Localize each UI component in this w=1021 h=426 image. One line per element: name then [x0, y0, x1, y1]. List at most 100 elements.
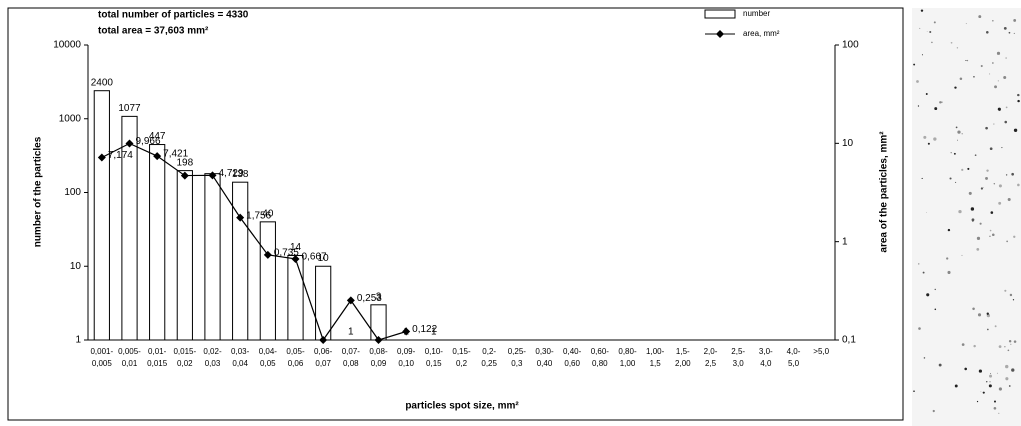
x-tick-label: 0,60-: [591, 347, 610, 356]
speckle: [931, 41, 933, 44]
x-tick-label: 3,0: [733, 359, 745, 368]
speckle: [993, 400, 997, 403]
bar: [232, 181, 249, 341]
speckle: [966, 59, 969, 62]
y-tick-label: 100: [64, 187, 81, 198]
line-marker: [236, 213, 245, 222]
x-tick-label: 1,5: [650, 359, 662, 368]
line-label: 0,667: [302, 252, 327, 263]
speckle: [929, 30, 932, 34]
y-tick-label: 1000: [59, 113, 82, 124]
speckle: [1004, 346, 1006, 348]
x-tick-label: 0,25-: [508, 347, 527, 356]
y-tick-label: 10000: [53, 40, 81, 51]
speckle: [986, 169, 989, 172]
x-tick-label: 4,0-: [787, 347, 801, 356]
line-label: 0,122: [412, 324, 437, 335]
bar: [370, 304, 387, 341]
speckle: [1011, 368, 1015, 372]
line-label: 7,421: [163, 149, 188, 160]
speckle: [1013, 128, 1018, 132]
speckle: [950, 152, 952, 154]
speckle: [1017, 183, 1020, 187]
speckle: [970, 207, 975, 211]
speckle: [992, 62, 994, 64]
speckle: [989, 147, 993, 151]
speckle: [964, 367, 967, 371]
bar-label: 138: [232, 169, 249, 180]
bar: [259, 221, 276, 341]
bar-label: 2400: [91, 77, 114, 88]
legend-swatch: [704, 9, 736, 19]
speckle: [938, 363, 942, 367]
speckle: [986, 381, 988, 383]
x-tick-label: 0,005-: [118, 347, 141, 356]
speckle: [947, 228, 951, 232]
speckle: [958, 209, 962, 214]
speckle: [1009, 293, 1013, 297]
speckle: [1005, 174, 1008, 176]
x-tick-label: 0,08-: [369, 347, 388, 356]
speckle: [923, 357, 926, 359]
speckle: [979, 222, 982, 225]
x-tick-label: 0,30-: [535, 347, 554, 356]
speckle: [986, 31, 989, 34]
speckle: [1004, 289, 1007, 292]
speckle: [994, 85, 997, 89]
bar-label: 198: [176, 157, 193, 168]
speckle: [1007, 349, 1010, 352]
title-line: total number of particles = 4330: [98, 10, 249, 21]
speckle: [1003, 26, 1007, 30]
speckle: [961, 254, 963, 257]
x-tick-label: 0,06: [288, 359, 304, 368]
bar: [149, 144, 166, 341]
speckle: [997, 80, 999, 82]
speckle: [998, 184, 1002, 188]
speckle: [989, 229, 992, 232]
speckle: [1013, 19, 1017, 22]
speckle: [1013, 235, 1016, 238]
speckle: [977, 313, 982, 317]
speckle: [976, 400, 979, 403]
speckle: [989, 374, 993, 378]
speckle: [998, 387, 1002, 391]
speckle: [925, 93, 928, 95]
x-tick-label: 0,80: [592, 359, 608, 368]
speckle: [965, 23, 967, 25]
speckle: [986, 312, 989, 315]
speckle: [990, 211, 994, 214]
line-label: 4,729: [219, 168, 244, 179]
x-tick-label: 0,08: [343, 359, 359, 368]
y2-tick-label: 1: [842, 236, 848, 247]
speckle: [974, 154, 977, 156]
speckle: [1017, 93, 1020, 97]
x-tick-label: 0,02-: [203, 347, 222, 356]
x-axis-label: particles spot size, mm²: [405, 401, 519, 412]
speckles: [913, 9, 1020, 414]
x-tick-label: 0,04: [232, 359, 248, 368]
x-tick-label: 0,80-: [618, 347, 637, 356]
line-marker: [402, 327, 411, 336]
speckle: [934, 107, 938, 111]
speckle: [955, 126, 958, 129]
bar: [204, 173, 221, 341]
y2-tick-label: 0,1: [842, 335, 856, 346]
x-tick-label: 3,0-: [759, 347, 773, 356]
speckle: [954, 86, 957, 89]
speckle: [980, 187, 984, 190]
x-tick-label: 0,015-: [173, 347, 196, 356]
x-tick-label: 0,005: [92, 359, 113, 368]
speckle: [1005, 364, 1009, 369]
speckle: [1013, 340, 1017, 343]
x-tick-label: 0,05: [260, 359, 276, 368]
speckle: [917, 105, 920, 107]
line-marker: [319, 336, 328, 344]
speckle: [967, 167, 970, 170]
speckle: [959, 77, 963, 81]
bar: [176, 170, 193, 341]
speckle: [971, 218, 975, 222]
speckle: [1005, 377, 1009, 381]
line-marker: [208, 171, 217, 180]
speckle: [954, 384, 958, 388]
speckle: [932, 409, 935, 413]
